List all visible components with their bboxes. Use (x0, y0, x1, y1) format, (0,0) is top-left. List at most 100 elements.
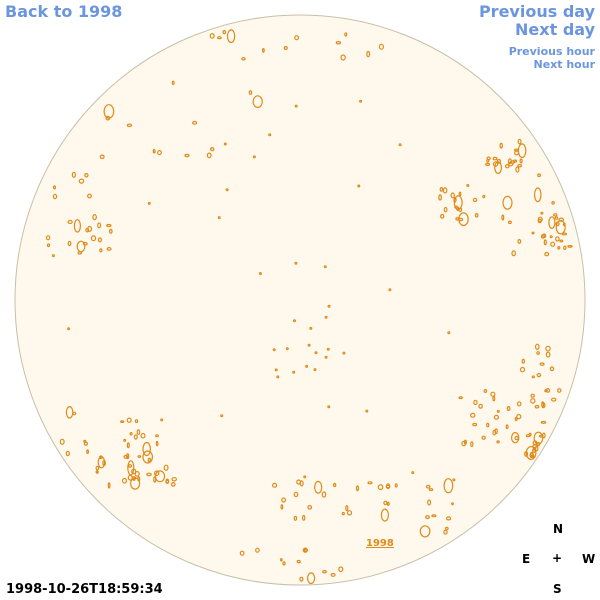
feature-contour (496, 409, 500, 413)
feature-contour (530, 398, 536, 404)
feature-contour (299, 480, 304, 487)
feature-contour (95, 470, 99, 474)
compass-south: S (553, 582, 562, 596)
feature-contour (102, 460, 106, 467)
feature-contour (226, 29, 236, 44)
feature-contour (133, 434, 138, 440)
feature-contour (506, 406, 511, 412)
feature-contour (451, 502, 454, 506)
feature-contour (255, 547, 260, 553)
feature-contour (136, 429, 141, 435)
feature-contour (357, 184, 361, 188)
feature-contour (128, 464, 133, 468)
previous-hour-link[interactable]: Previous hour (508, 45, 595, 58)
observation-timestamp: 1998-10-26T18:59:34 (6, 582, 163, 597)
feature-contour (294, 104, 298, 108)
feature-contour (446, 516, 452, 521)
feature-contour (65, 450, 70, 457)
feature-contour (302, 515, 306, 521)
feature-contour (209, 147, 215, 152)
feature-contour (367, 481, 373, 485)
feature-contour (248, 90, 253, 95)
feature-contour (557, 388, 562, 393)
feature-contour (528, 432, 532, 437)
feature-contour (549, 235, 553, 239)
feature-contour (550, 241, 556, 247)
feature-contour (380, 508, 389, 522)
feature-contour (540, 211, 544, 215)
feature-contour (163, 464, 169, 471)
feature-contour (140, 432, 146, 439)
feature-contour (82, 241, 88, 246)
feature-contour (192, 120, 198, 125)
next-hour-link[interactable]: Next hour (533, 58, 596, 71)
feature-contour (276, 375, 280, 379)
feature-contour (534, 404, 540, 409)
feature-contour (419, 525, 431, 538)
feature-contour (483, 389, 488, 394)
feature-contour (378, 43, 384, 50)
feature-contour (551, 201, 555, 205)
feature-contour (507, 220, 512, 225)
feature-contour (555, 219, 566, 235)
feature-contour (99, 455, 103, 460)
feature-contour (171, 477, 178, 482)
feature-contour (67, 219, 73, 225)
feature-contour (95, 465, 100, 471)
feature-contour (157, 150, 162, 156)
feature-contour (307, 504, 313, 510)
feature-contour (147, 457, 151, 463)
feature-contour (458, 191, 462, 197)
feature-contour (87, 225, 93, 232)
compass-west: W (582, 552, 596, 566)
feature-contour (268, 133, 272, 137)
feature-contour (86, 449, 89, 455)
feature-contour (517, 163, 523, 168)
feature-contour (440, 213, 445, 219)
feature-contour (83, 441, 89, 446)
feature-contour (554, 216, 559, 220)
year-link[interactable]: 1998 (366, 538, 394, 549)
feature-contour (512, 159, 518, 163)
feature-contour (323, 265, 327, 269)
feature-contour (493, 414, 500, 420)
feature-contour (171, 80, 175, 86)
feature-contour (486, 422, 490, 428)
feature-contour (481, 435, 486, 440)
feature-contour (534, 343, 540, 350)
feature-contour (272, 348, 276, 352)
feature-contour (521, 358, 526, 364)
previous-day-link[interactable]: Previous day (478, 2, 595, 21)
feature-contour (293, 319, 297, 323)
feature-contour (514, 149, 520, 156)
feature-contour (142, 450, 153, 464)
feature-contour (443, 206, 448, 213)
feature-contour (152, 148, 156, 154)
feature-contour (78, 178, 85, 184)
feature-contour (71, 171, 77, 178)
feature-contour (450, 192, 455, 199)
feature-contour (492, 156, 498, 161)
back-to-year-link[interactable]: Back to 1998 (5, 2, 123, 21)
feature-contour (472, 197, 478, 203)
feature-contour (545, 345, 551, 352)
feature-contour (533, 431, 544, 445)
feature-contour (225, 188, 229, 192)
feature-contour (541, 401, 545, 408)
feature-contour (342, 351, 346, 355)
feature-contour (262, 48, 265, 53)
feature-contour (97, 237, 103, 243)
feature-contour (294, 261, 298, 265)
feature-contour (206, 152, 212, 159)
feature-contour (338, 566, 344, 573)
feature-contour (252, 155, 256, 159)
feature-contour (478, 403, 483, 409)
feature-contour (533, 187, 542, 203)
feature-contour (388, 288, 392, 292)
feature-contour (292, 370, 296, 374)
compass-center: + (552, 551, 563, 565)
feature-contour (309, 326, 313, 330)
feature-contour (327, 405, 331, 409)
next-day-link[interactable]: Next day (515, 20, 595, 39)
feature-contour (519, 158, 523, 164)
